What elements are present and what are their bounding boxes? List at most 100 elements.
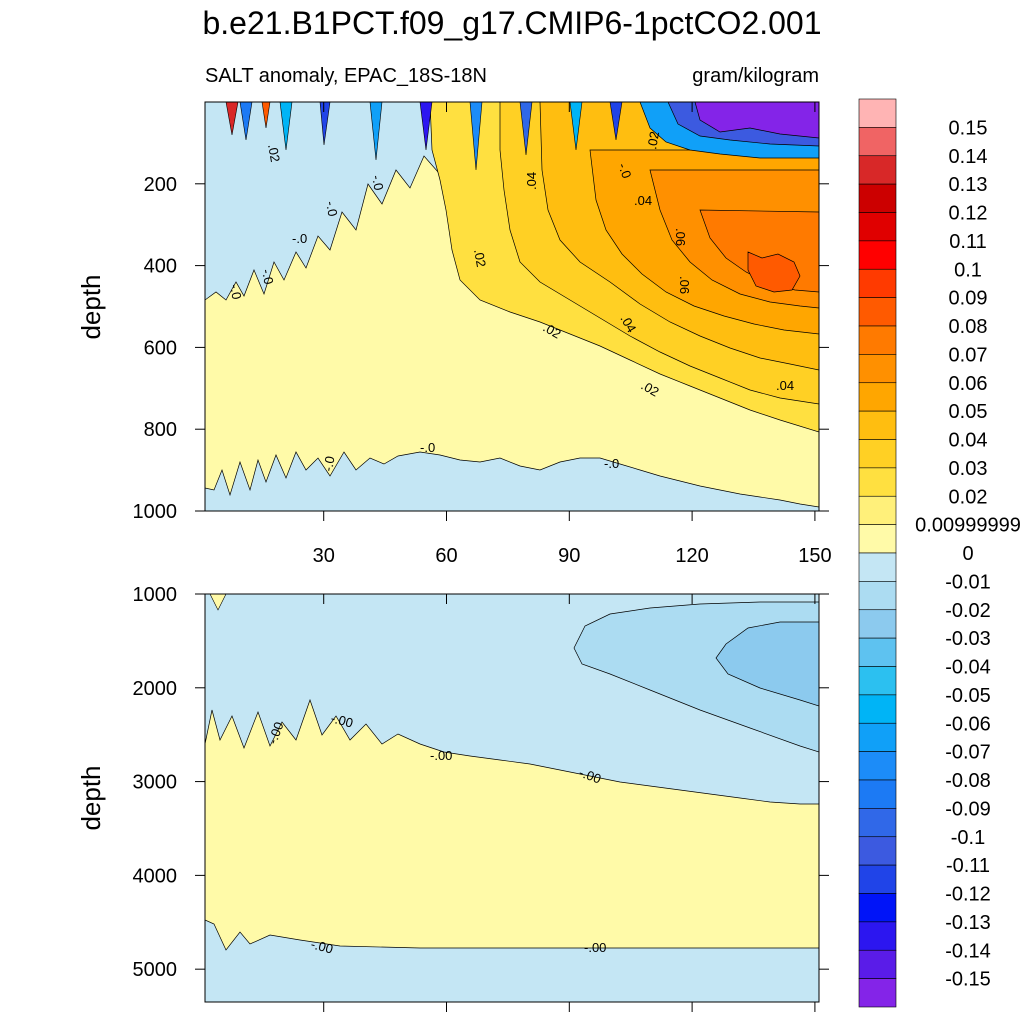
colorbar-label: 0.08 [949,316,988,338]
contour-label: -.0 [323,200,340,218]
colorbar-label: -0.01 [945,571,991,593]
contour-label: .02 [265,143,283,163]
colorbar-label: -0.15 [945,969,991,991]
colorbar-swatch [858,240,897,270]
contour-label: .02 [471,248,489,268]
colorbar-swatch [858,127,897,157]
colorbar-label: -0.1 [951,827,985,849]
colorbar-label: -0.14 [945,940,991,962]
colorbar-swatch [858,268,897,298]
y-tick-label: 3000 [133,772,178,794]
colorbar-swatch [858,864,897,894]
colorbar-label: 0.00999999 [915,515,1021,537]
lower-y-axis-label: depth [76,765,106,830]
colorbar-swatch [858,382,897,412]
colorbar-swatch [858,354,897,384]
colorbar-label: 0.05 [949,401,988,423]
colorbar-swatch [858,297,897,327]
lower-positive-layer [205,698,819,951]
contour-label: -.00 [430,748,452,763]
colorbar-swatch [858,893,897,923]
upper-positive-core-008 [747,251,801,293]
colorbar-label: 0.1 [954,259,982,281]
colorbar-swatch [858,98,897,128]
colorbar-label: -0.13 [945,912,991,934]
colorbar-swatch [858,978,897,1008]
y-tick-label: 400 [144,256,177,278]
contour-label: -.0 [292,231,307,246]
contour-label: .04 [634,193,652,208]
y-tick-label: 1000 [133,584,178,606]
y-tick-label: 5000 [133,959,178,981]
colorbar-swatch [858,410,897,440]
contour-label: .02 [644,130,662,150]
colorbar-label: -0.03 [945,628,991,650]
colorbar-swatch [858,212,897,242]
colorbar-swatch [858,325,897,355]
colorbar-swatch [858,467,897,497]
y-tick-label: 800 [144,419,177,441]
colorbar-label: -0.04 [945,657,991,679]
colorbar-label: -0.09 [945,798,991,820]
colorbar-swatch [858,609,897,639]
colorbar-label: 0.12 [949,203,988,225]
colorbar-swatch [858,694,897,724]
contour-label: .06 [673,228,688,246]
colorbar-swatch [858,921,897,951]
colorbar: 0.15 0.14 0.13 0.12 0.11 0.1 0.09 0.08 0.07 0.06 0… [858,98,1021,1008]
contour-label: -.0 [259,268,276,286]
lower-x-ticks [323,594,816,1012]
lower-y-ticks: 1000 2000 3000 4000 5000 [133,584,829,981]
colorbar-swatch [858,439,897,469]
colorbar-swatch [858,495,897,525]
colorbar-label: 0.02 [949,486,988,508]
contour-label: -.00 [309,936,335,956]
lower-negative-region-003 [715,621,819,707]
colorbar-label: 0.14 [949,146,988,168]
colorbar-swatch [858,949,897,979]
y-tick-label: 4000 [133,865,178,887]
colorbar-label: 0.03 [949,458,988,480]
colorbar-swatch [858,581,897,611]
colorbar-swatch [858,808,897,838]
upper-surface-streaks [225,102,623,171]
colorbar-swatch [858,637,897,667]
colorbar-label: -0.05 [945,685,991,707]
x-tick-label: 90 [558,545,580,567]
contour-label: .06 [677,276,692,294]
y-tick-label: 2000 [133,678,178,700]
contour-label: -.0 [420,440,435,455]
colorbar-label: 0.11 [949,231,986,253]
x-tick-label: 30 [313,545,335,567]
right-subtitle: gram/kilogram [692,65,819,87]
colorbar-label: 0.09 [949,288,988,310]
colorbar-label: 0.13 [949,174,988,196]
lower-plot-frame [204,593,820,1003]
left-subtitle: SALT anomaly, EPAC_18S-18N [205,65,487,87]
colorbar-label: -0.12 [945,884,991,906]
colorbar-boxes [858,98,897,1008]
upper-y-ticks: 200 400 600 800 1000 [133,174,829,523]
upper-y-axis-label: depth [76,274,106,339]
contour-label: .04 [776,378,794,393]
contour-label: -.0 [369,174,386,192]
upper-panel: .02 -.0 -.0 -.0 -.0 -.0 .02 .04 -.0 .02 … [76,101,832,567]
colorbar-swatch [858,666,897,696]
x-tick-label: 150 [798,545,831,567]
colorbar-label: 0 [962,543,973,565]
y-tick-label: 200 [144,174,177,196]
colorbar-swatch [858,183,897,213]
colorbar-swatch [858,722,897,752]
contour-label: -.00 [329,710,355,730]
colorbar-swatch [858,524,897,554]
colorbar-label: -0.07 [945,742,991,764]
colorbar-label: -0.08 [945,770,991,792]
contour-label: -.00 [577,765,603,787]
colorbar-label: 0.15 [949,117,988,139]
colorbar-swatch [858,751,897,781]
colorbar-label: -0.06 [945,713,991,735]
colorbar-swatch [858,836,897,866]
colorbar-label: 0.06 [949,373,988,395]
contour-label: .04 [524,172,539,190]
